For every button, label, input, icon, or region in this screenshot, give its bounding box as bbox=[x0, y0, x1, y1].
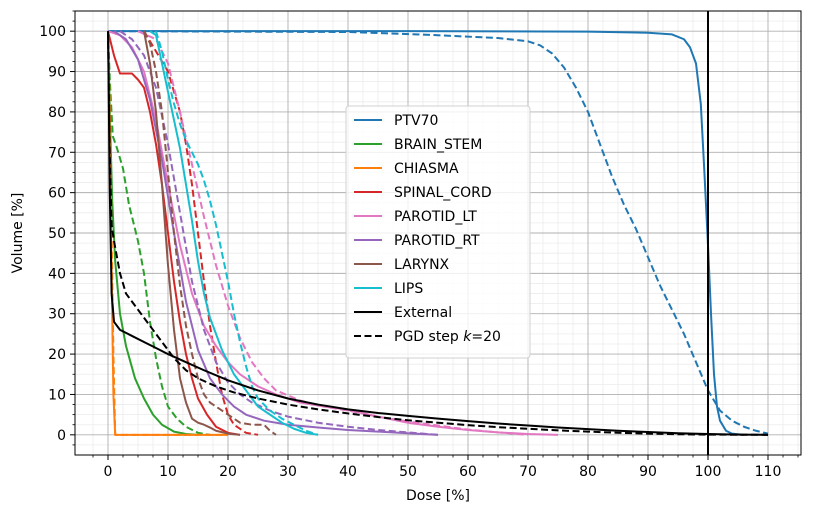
series-line-17-dashed bbox=[107, 31, 769, 436]
series-line-3-dashed bbox=[107, 31, 211, 436]
x-tick-label: 90 bbox=[639, 464, 657, 480]
y-tick-label: 10 bbox=[48, 387, 66, 403]
series-line-11-dashed bbox=[119, 30, 439, 436]
x-axis-label: Dose [%] bbox=[406, 488, 470, 504]
y-tick-label: 40 bbox=[48, 266, 66, 282]
x-tick-label: 40 bbox=[339, 464, 357, 480]
x-tick-label: 0 bbox=[104, 464, 113, 480]
ticks-layer: 0 10 20 30 40 50 60 70 80 90 100 110 0 10 20 30 40 50 60 70… bbox=[39, 10, 799, 480]
legend-label-1: BRAIN_STEM bbox=[394, 137, 482, 153]
y-tick-label: 20 bbox=[48, 347, 66, 363]
x-tick-label: 50 bbox=[399, 464, 417, 480]
y-tick-label: 30 bbox=[48, 307, 66, 323]
x-tick-label: 20 bbox=[219, 464, 237, 480]
y-axis-label: Volume [%] bbox=[10, 193, 26, 274]
legend-label-4: PAROTID_LT bbox=[394, 209, 477, 225]
legend-label-3: SPINAL_CORD bbox=[394, 185, 492, 201]
series-layer bbox=[107, 30, 769, 436]
legend-label-6: LARYNX bbox=[394, 257, 450, 273]
y-tick-label: 60 bbox=[48, 186, 66, 202]
legend-label-9: PGD step k=20 bbox=[394, 329, 501, 345]
x-tick-label: 30 bbox=[279, 464, 297, 480]
series-line-15-dashed bbox=[155, 30, 319, 436]
x-tick-label: 10 bbox=[159, 464, 177, 480]
series-line-12-solid bbox=[143, 30, 241, 436]
legend-label-0: PTV70 bbox=[394, 113, 438, 129]
series-line-2-solid bbox=[107, 31, 199, 436]
y-tick-label: 0 bbox=[57, 428, 66, 444]
y-tick-label: 80 bbox=[48, 105, 66, 121]
legend-label-8: External bbox=[394, 305, 452, 321]
series-line-7-dashed bbox=[143, 30, 259, 436]
legend-label-7: LIPS bbox=[394, 281, 423, 297]
series-line-9-dashed bbox=[137, 30, 529, 436]
legend-box bbox=[345, 105, 531, 359]
series-line-16-solid bbox=[107, 31, 769, 436]
y-tick-label: 50 bbox=[48, 226, 66, 242]
series-line-13-dashed bbox=[143, 30, 277, 436]
x-tick-label: 70 bbox=[519, 464, 537, 480]
series-line-14-solid bbox=[149, 30, 319, 436]
series-line-0-solid bbox=[108, 30, 745, 436]
y-tick-label: 70 bbox=[48, 145, 66, 161]
x-tick-label: 60 bbox=[459, 464, 477, 480]
series-line-10-solid bbox=[113, 30, 439, 436]
series-line-1-dashed bbox=[107, 30, 769, 435]
series-line-6-solid bbox=[107, 30, 241, 436]
y-tick-label: 100 bbox=[39, 24, 66, 40]
legend: PTV70 BRAIN_STEM CHIASMA SPINAL_CORD PAROTID… bbox=[345, 105, 531, 359]
y-tick-label: 90 bbox=[48, 65, 66, 81]
series-line-8-solid bbox=[107, 30, 559, 436]
legend-label-2: CHIASMA bbox=[394, 161, 459, 177]
x-tick-label: 100 bbox=[695, 464, 722, 480]
x-tick-label: 110 bbox=[755, 464, 782, 480]
legend-label-5: PAROTID_RT bbox=[394, 233, 480, 249]
x-tick-label: 80 bbox=[579, 464, 597, 480]
